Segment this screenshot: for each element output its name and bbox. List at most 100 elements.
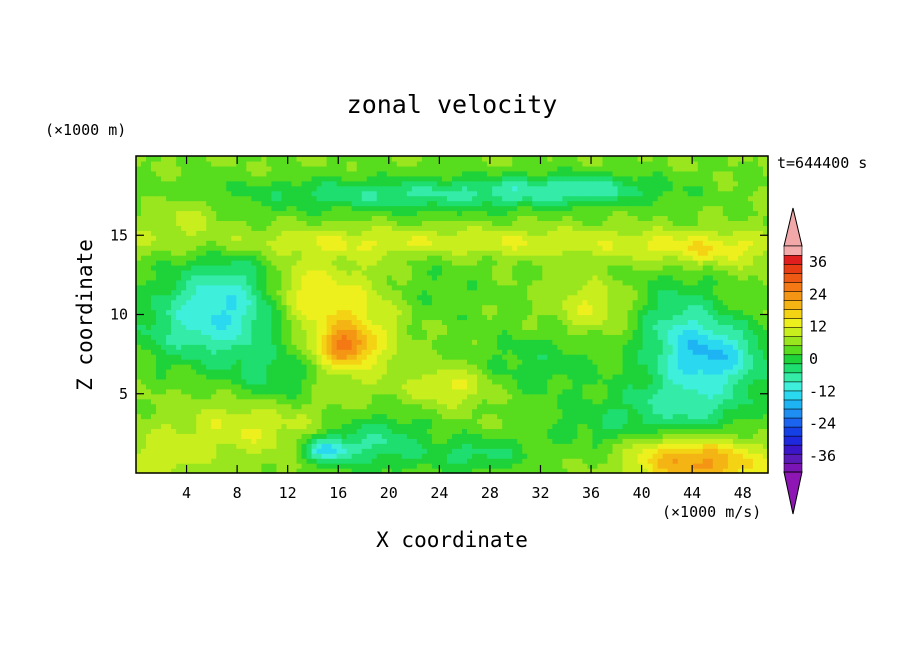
heatmap-cell xyxy=(747,284,754,291)
heatmap-cell xyxy=(487,359,493,365)
heatmap-cell xyxy=(732,458,739,464)
heatmap-cell xyxy=(391,413,398,420)
heatmap-cell xyxy=(396,359,403,365)
heatmap-cell xyxy=(141,304,147,311)
heatmap-cell xyxy=(602,349,609,355)
heatmap-cell xyxy=(512,448,518,454)
heatmap-cell xyxy=(351,413,358,420)
heatmap-cell xyxy=(276,274,283,281)
heatmap-cell xyxy=(747,364,754,370)
heatmap-cell xyxy=(627,423,634,430)
heatmap-cell xyxy=(256,388,262,395)
heatmap-cell xyxy=(687,458,694,464)
heatmap-cell xyxy=(416,319,423,326)
heatmap-cell xyxy=(276,428,283,434)
heatmap-cell xyxy=(371,339,378,345)
heatmap-cell xyxy=(697,324,704,330)
heatmap-cell xyxy=(206,403,212,410)
heatmap-cell xyxy=(206,393,212,400)
heatmap-cell xyxy=(166,364,172,370)
heatmap-cell xyxy=(156,289,162,296)
heatmap-cell xyxy=(161,279,167,286)
heatmap-cell xyxy=(401,299,408,306)
heatmap-cell xyxy=(416,294,423,301)
heatmap-cell xyxy=(607,354,614,360)
heatmap-cell xyxy=(697,413,704,420)
heatmap-cell xyxy=(281,458,288,464)
heatmap-cell xyxy=(231,388,237,395)
heatmap-cell xyxy=(497,279,503,286)
heatmap-cell xyxy=(647,368,654,375)
heatmap-cell xyxy=(366,319,373,326)
heatmap-cell xyxy=(632,294,639,301)
heatmap-cell xyxy=(527,398,533,405)
heatmap-cell xyxy=(737,438,744,444)
heatmap-cell xyxy=(226,383,232,390)
heatmap-cell xyxy=(381,314,388,321)
heatmap-cell xyxy=(211,314,217,321)
heatmap-cell xyxy=(627,463,634,469)
heatmap-cell xyxy=(512,344,518,350)
heatmap-cell xyxy=(281,329,288,335)
heatmap-cell xyxy=(271,393,278,400)
heatmap-cell xyxy=(547,433,553,439)
heatmap-cell xyxy=(627,309,634,316)
heatmap-cell xyxy=(266,339,273,345)
heatmap-cell xyxy=(216,344,222,350)
heatmap-cell xyxy=(642,393,649,400)
heatmap-cell xyxy=(176,284,182,291)
heatmap-cell xyxy=(672,319,679,326)
heatmap-cell xyxy=(241,403,247,410)
heatmap-cell xyxy=(497,418,503,425)
heatmap-cell xyxy=(366,274,373,281)
heatmap-cell xyxy=(266,274,273,281)
heatmap-cell xyxy=(607,383,614,390)
heatmap-cell xyxy=(637,314,644,321)
heatmap-cell xyxy=(692,443,699,449)
heatmap-cell xyxy=(191,463,197,469)
heatmap-cell xyxy=(512,453,518,459)
heatmap-cell xyxy=(201,398,207,405)
heatmap-cell xyxy=(607,433,614,439)
heatmap-cell xyxy=(221,349,227,355)
heatmap-cell xyxy=(547,403,553,410)
heatmap-cell xyxy=(301,413,308,420)
heatmap-cell xyxy=(462,423,468,430)
heatmap-cell xyxy=(482,294,488,301)
heatmap-cell xyxy=(241,339,247,345)
heatmap-cell xyxy=(346,453,353,459)
heatmap-cell xyxy=(366,433,373,439)
heatmap-cell xyxy=(632,284,639,291)
heatmap-cell xyxy=(517,339,523,345)
heatmap-cell xyxy=(497,304,503,311)
heatmap-cell xyxy=(311,453,318,459)
heatmap-cell xyxy=(411,359,418,365)
heatmap-cell xyxy=(201,463,207,469)
heatmap-cell xyxy=(592,468,599,474)
heatmap-cell xyxy=(281,388,288,395)
heatmap-cell xyxy=(366,378,373,385)
heatmap-cell xyxy=(216,299,222,306)
heatmap-cell xyxy=(487,274,493,281)
heatmap-cell xyxy=(441,418,448,425)
heatmap-cell xyxy=(562,413,568,420)
heatmap-cell xyxy=(151,364,157,370)
heatmap-cell xyxy=(221,279,227,286)
heatmap-cell xyxy=(612,418,619,425)
heatmap-cell xyxy=(326,364,333,370)
heatmap-cell xyxy=(462,463,468,469)
heatmap-cell xyxy=(161,284,167,291)
heatmap-cell xyxy=(191,319,197,326)
heatmap-cell xyxy=(762,448,769,454)
heatmap-cell xyxy=(537,329,543,335)
heatmap-cell xyxy=(271,309,278,316)
heatmap-cell xyxy=(522,274,528,281)
heatmap-cell xyxy=(752,364,759,370)
heatmap-cell xyxy=(221,388,227,395)
heatmap-cell xyxy=(737,423,744,430)
heatmap-cell xyxy=(752,309,759,316)
heatmap-cell xyxy=(166,428,172,434)
heatmap-cell xyxy=(502,373,508,380)
heatmap-cell xyxy=(446,334,453,340)
heatmap-cell xyxy=(682,364,689,370)
